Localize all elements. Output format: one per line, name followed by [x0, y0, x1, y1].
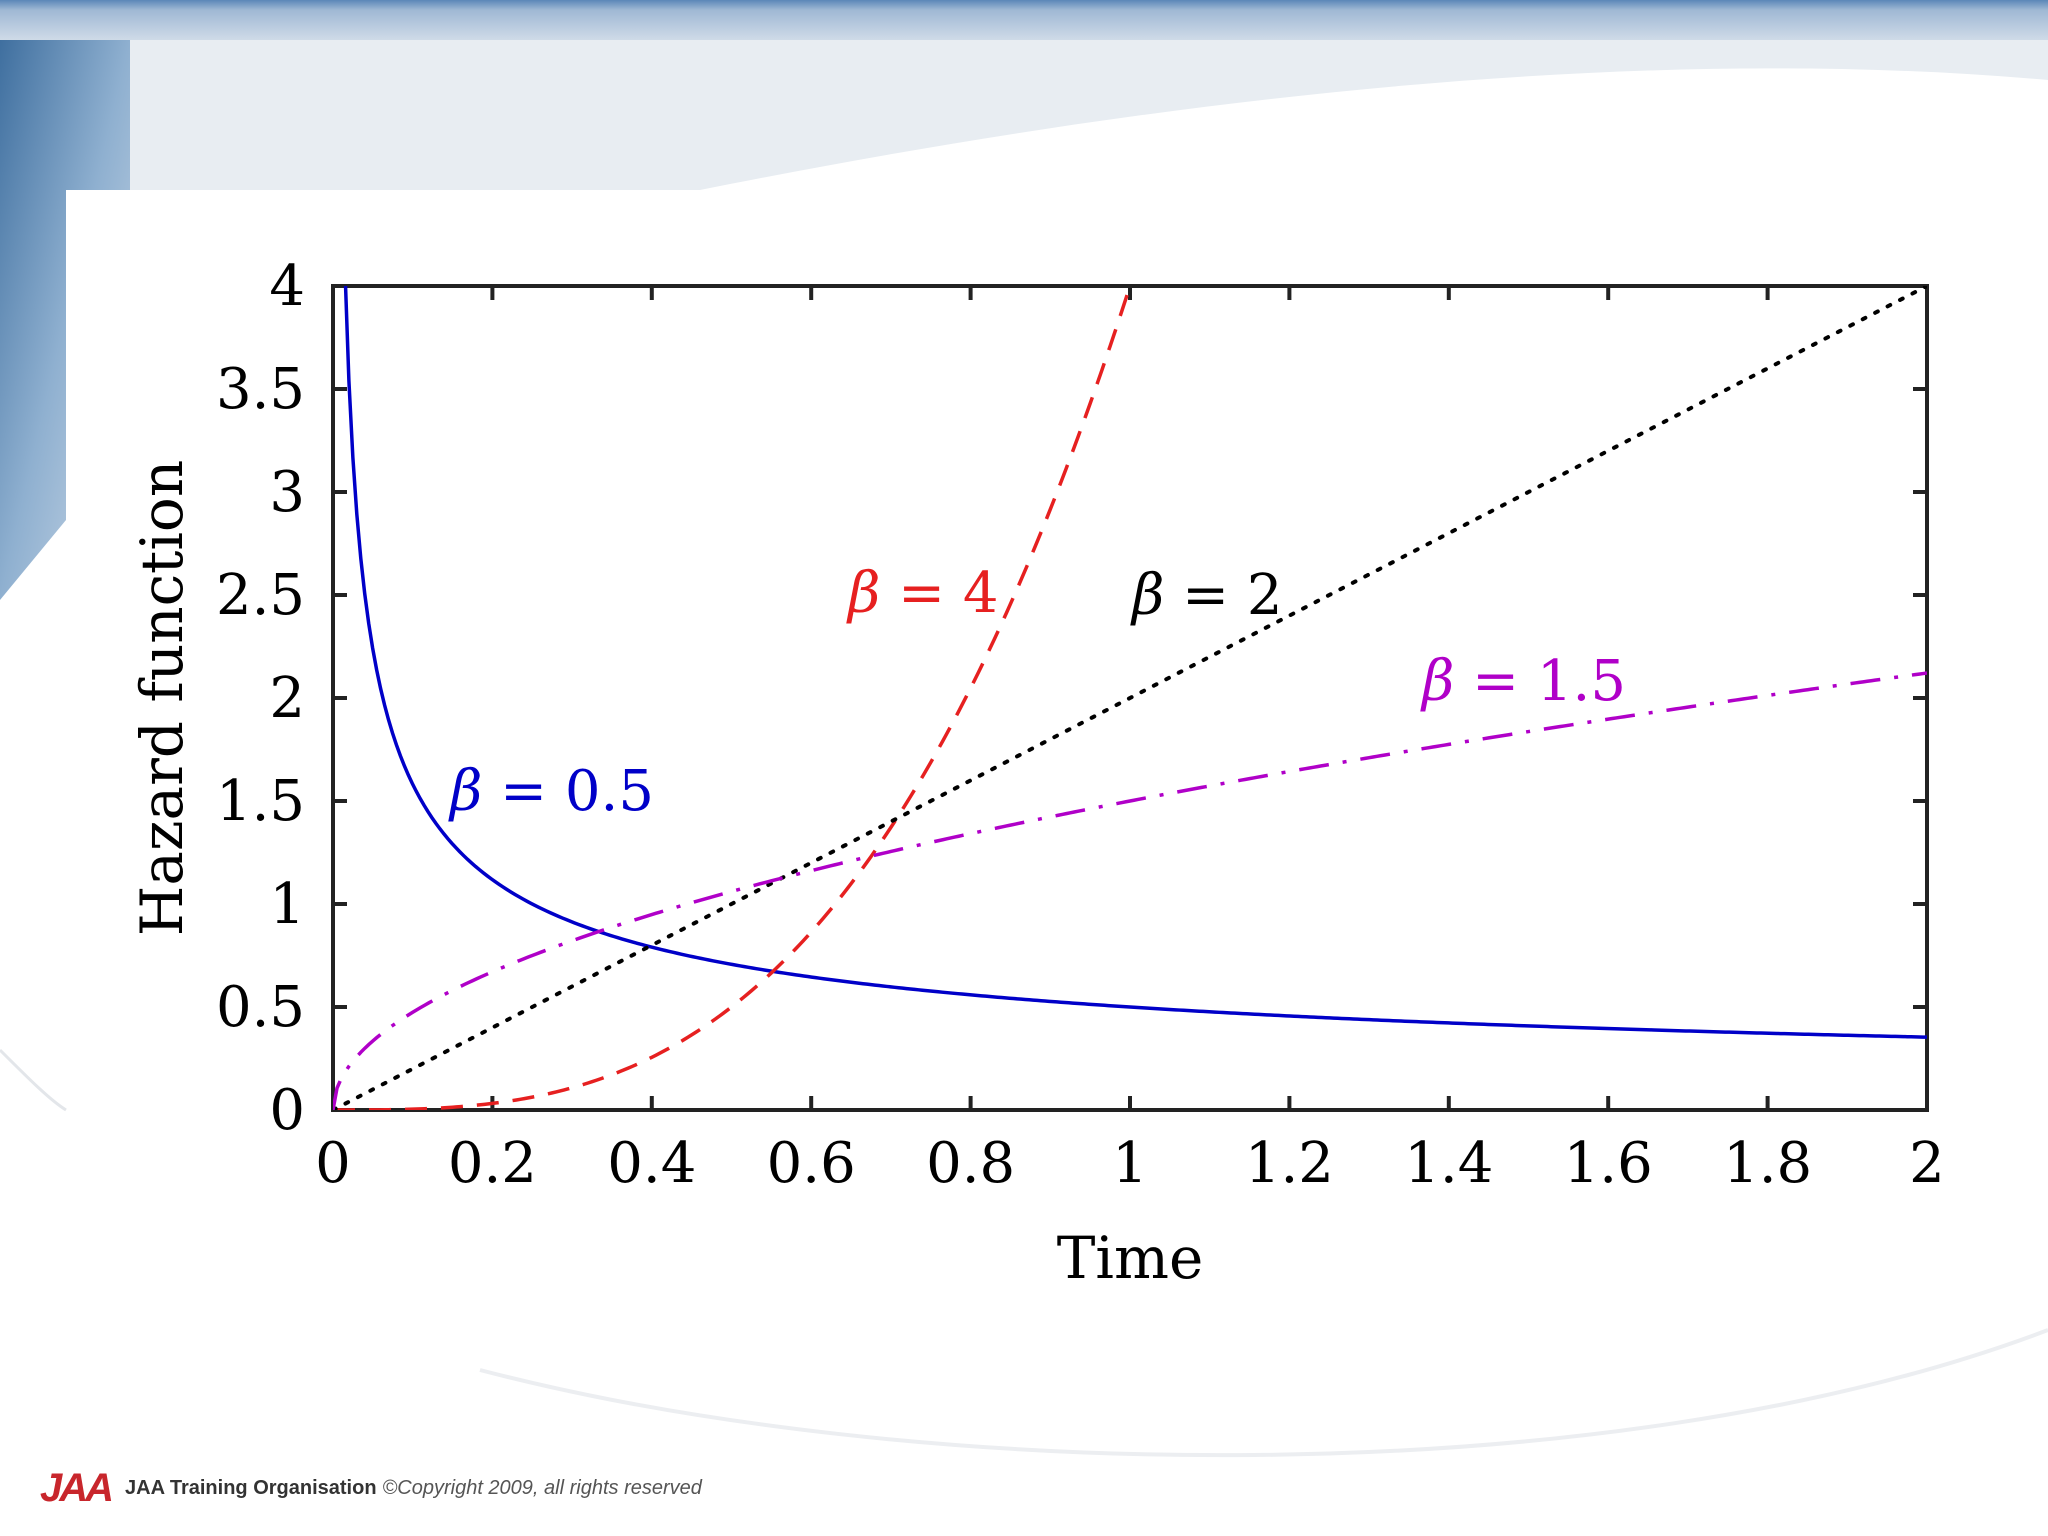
x-tick-label: 2: [1909, 1131, 1945, 1196]
x-tick-label: 0: [315, 1131, 351, 1196]
series-label-beta-2: β = 2: [1130, 563, 1283, 628]
series-group: [333, 286, 1927, 1110]
x-tick-label: 0.8: [926, 1131, 1015, 1196]
x-tick-label: 1: [1112, 1131, 1148, 1196]
footer: JAA JAA Training Organisation ©Copyright…: [40, 1466, 702, 1510]
beta-symbol: β: [1420, 649, 1454, 714]
y-tick-label: 0: [269, 1078, 305, 1143]
decor-swoosh-bottom: [479, 1328, 2048, 1458]
series-line-1: [333, 286, 1132, 1110]
footer-organisation: JAA Training Organisation: [125, 1476, 377, 1499]
x-tick-label: 0.4: [607, 1131, 696, 1196]
series-line-0: [343, 286, 1927, 1039]
series-label-text: = 4: [880, 561, 998, 626]
tick-labels: 0 0.2 0.4 0.6 0.8 1 1.2 1.4 1.6 1.8 2 0 0.5 1 1.5 2 2.5 3…: [216, 254, 1945, 1196]
beta-symbol: β: [846, 561, 880, 626]
x-tick-label: 1.8: [1723, 1131, 1812, 1196]
y-tick-label: 3.5: [216, 357, 305, 422]
beta-symbol: β: [448, 759, 482, 824]
y-tick-label: 4: [269, 254, 305, 319]
x-tick-label: 0.2: [448, 1131, 537, 1196]
decor-swoosh-left: [0, 1048, 67, 1112]
y-tick-label: 0.5: [216, 975, 305, 1040]
x-tick-label: 0.6: [767, 1131, 856, 1196]
series-label-beta-4: β = 4: [846, 561, 999, 626]
x-axis-title: Time: [1057, 1224, 1204, 1292]
sky-left-strip: [0, 40, 130, 600]
series-label-beta-1.5: β = 1.5: [1420, 649, 1626, 714]
axis-ticks: [333, 286, 1927, 1110]
beta-symbol: β: [1130, 563, 1164, 628]
x-tick-label: 1.2: [1245, 1131, 1334, 1196]
series-line-3: [333, 671, 1927, 1110]
y-tick-label: 2: [269, 666, 305, 731]
series-label-text: = 1.5: [1454, 649, 1626, 714]
y-tick-label: 1: [269, 872, 305, 937]
footer-copyright: ©Copyright 2009, all rights reserved: [382, 1476, 702, 1499]
y-axis-title: Hazard function: [128, 460, 196, 936]
y-tick-label: 2.5: [216, 563, 305, 628]
series-label-beta-0.5: β = 0.5: [448, 759, 654, 824]
series-line-2: [333, 286, 1927, 1110]
jaa-logo: JAA: [40, 1465, 114, 1510]
series-label-text: = 2: [1164, 563, 1282, 628]
x-tick-label: 1.6: [1564, 1131, 1653, 1196]
x-tick-label: 1.4: [1404, 1131, 1493, 1196]
y-tick-label: 1.5: [216, 769, 305, 834]
y-tick-label: 3: [269, 460, 305, 525]
series-label-text: = 0.5: [482, 759, 654, 824]
